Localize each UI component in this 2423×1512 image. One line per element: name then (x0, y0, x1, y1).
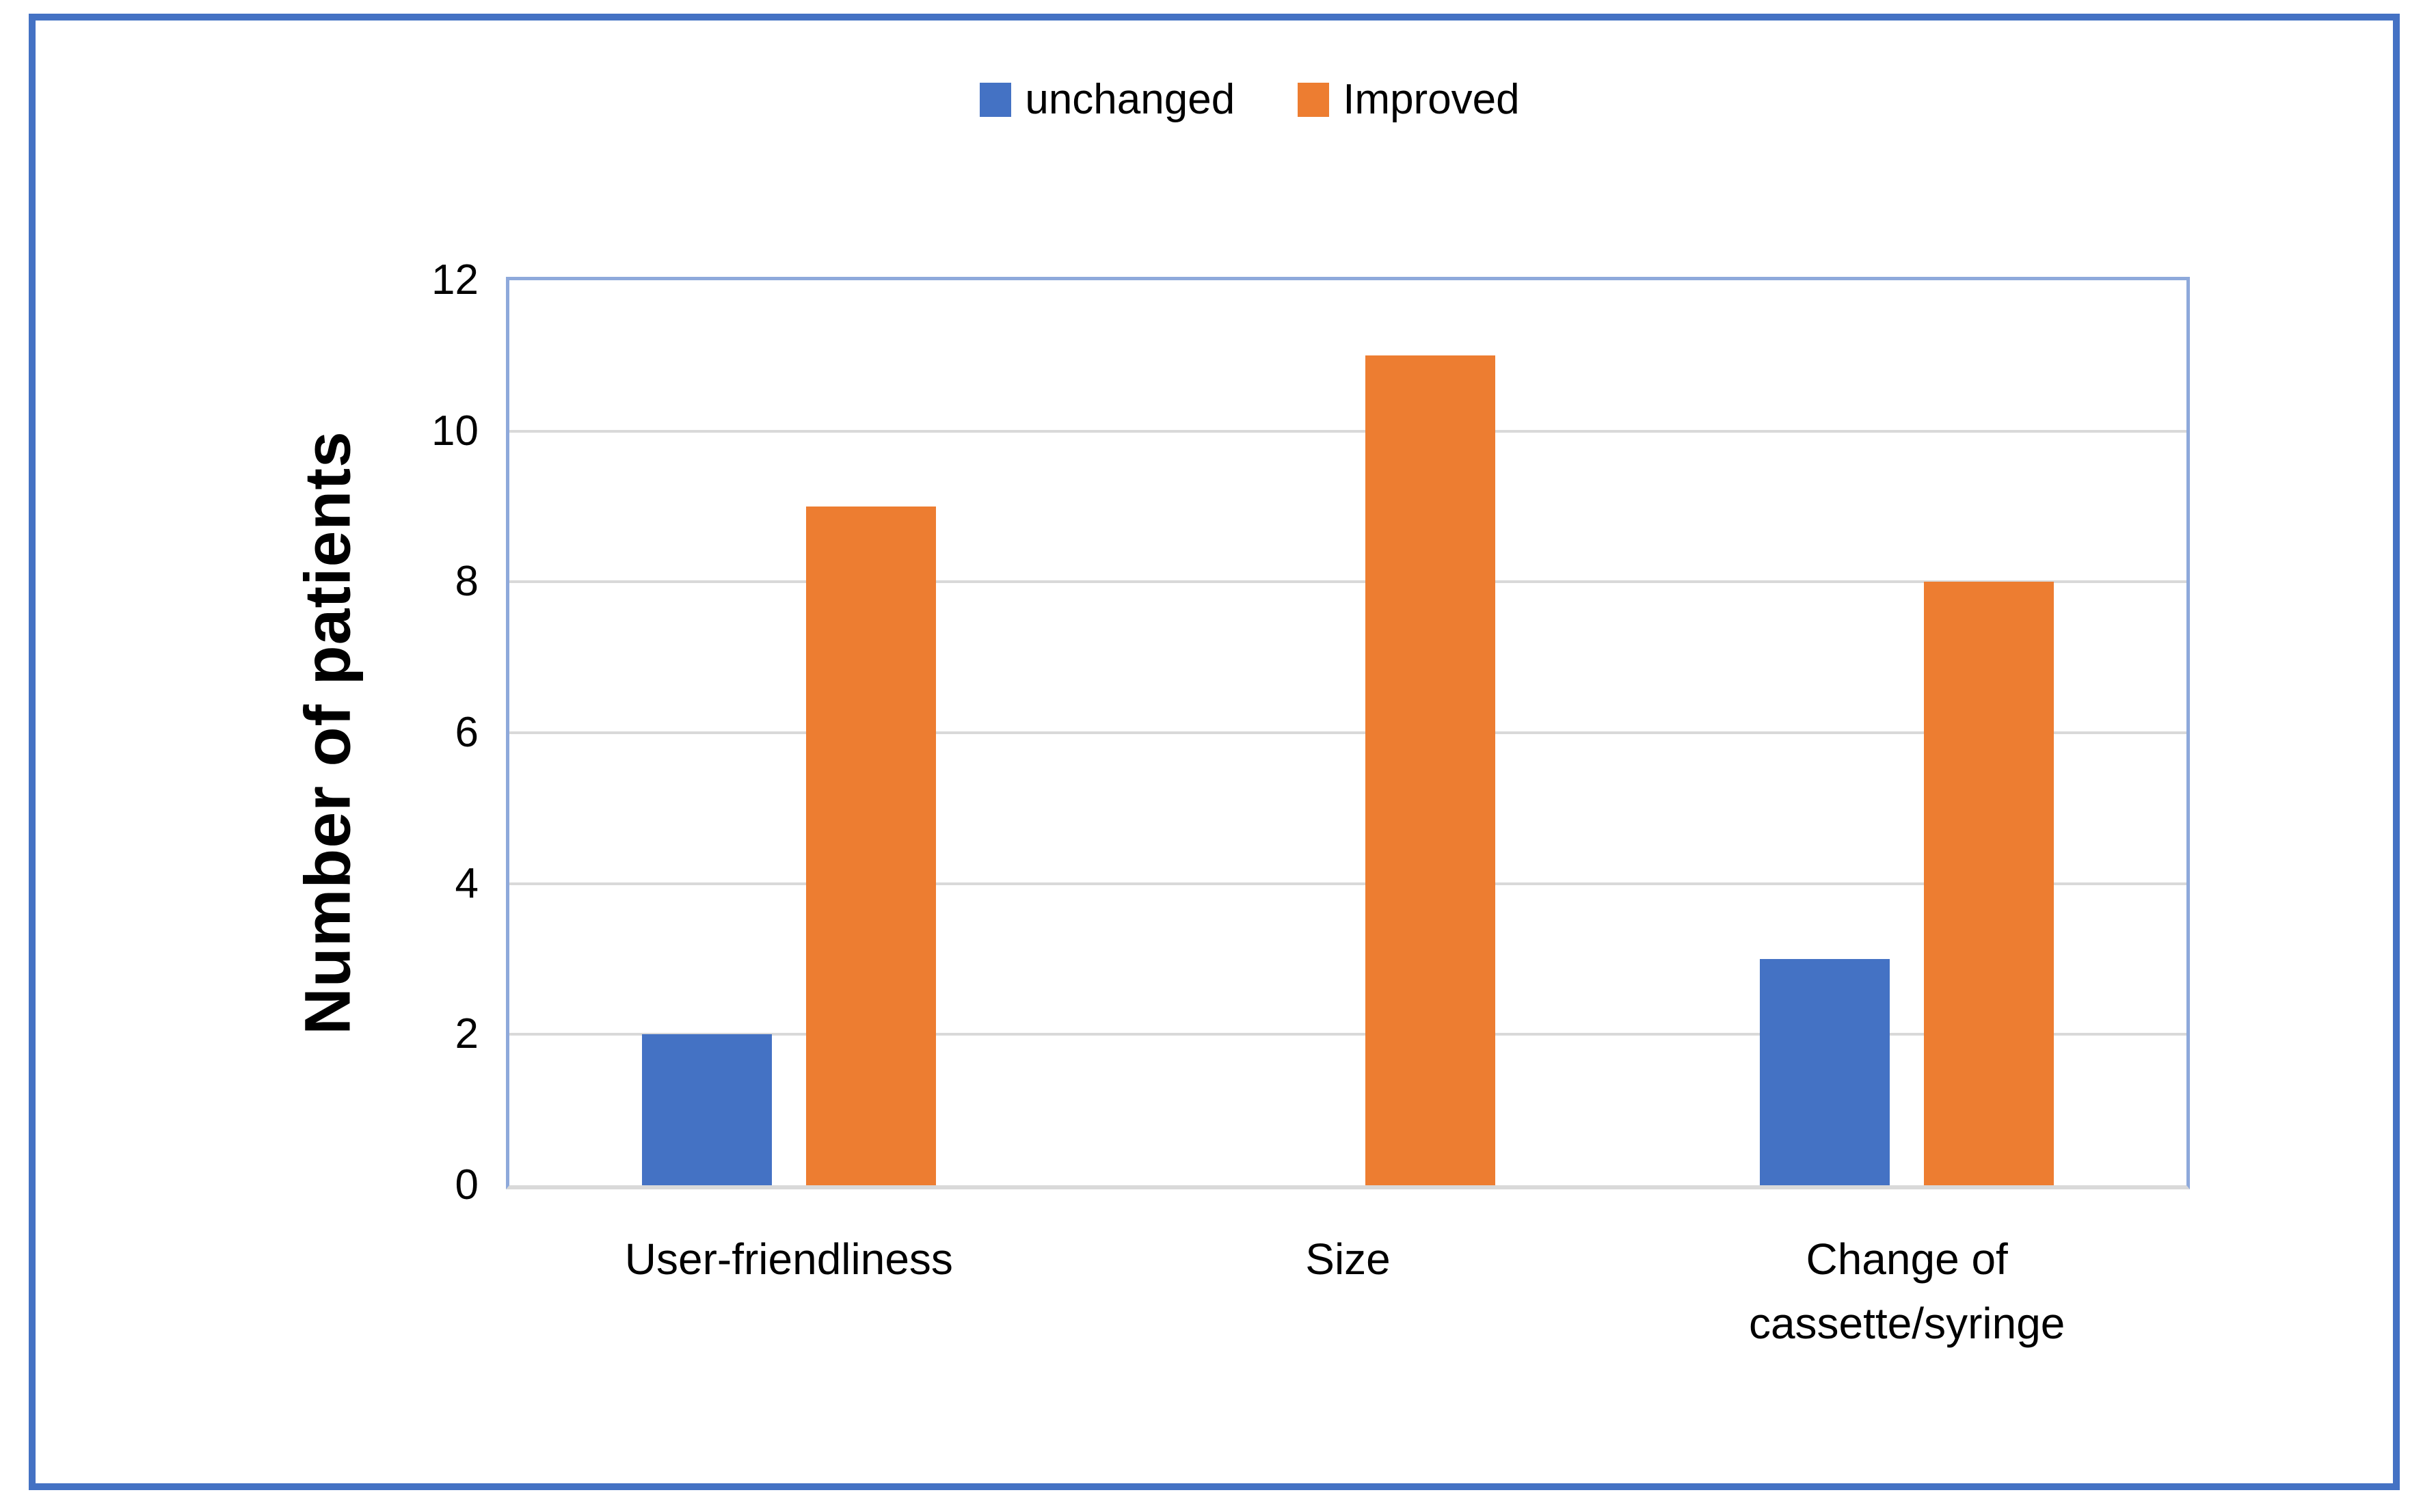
x-category-label-3: Change of cassette/syringe (1748, 1234, 2065, 1348)
y-tick-label-6: 6 (455, 709, 479, 756)
plot-inner (509, 280, 2186, 1185)
y-tick-label-8: 8 (455, 558, 479, 606)
legend-label-improved: Improved (1343, 76, 1520, 123)
gridline-6 (509, 731, 2186, 734)
bar-Improved-3 (1924, 582, 2054, 1185)
legend-item-improved: Improved (1298, 76, 1520, 124)
gridline-4 (509, 882, 2186, 885)
legend: unchanged Improved (38, 67, 2423, 133)
y-tick-label-0: 0 (455, 1161, 479, 1209)
legend-item-unchanged: unchanged (980, 76, 1235, 124)
bar-unchanged-3 (1760, 959, 1890, 1185)
x-category-label-1: User-friendliness (624, 1234, 953, 1284)
gridline-2 (509, 1033, 2186, 1036)
y-axis-title: Number of patients (291, 431, 364, 1035)
figure-border (29, 14, 2400, 1490)
y-tick-label-4: 4 (455, 859, 479, 907)
legend-label-unchanged: unchanged (1025, 76, 1235, 123)
plot-area (506, 277, 2190, 1189)
y-tick-label-2: 2 (455, 1010, 479, 1058)
legend-swatch-improved (1298, 83, 1330, 117)
gridline-10 (509, 429, 2186, 433)
gridline-8 (509, 580, 2186, 584)
bar-Improved-2 (1365, 355, 1495, 1185)
legend-swatch-unchanged (980, 83, 1012, 117)
y-tick-label-12: 12 (431, 256, 479, 303)
bar-Improved-1 (805, 507, 936, 1185)
x-category-label-2: Size (1305, 1234, 1391, 1284)
bar-unchanged-1 (641, 1034, 772, 1185)
y-tick-label-10: 10 (431, 407, 479, 455)
